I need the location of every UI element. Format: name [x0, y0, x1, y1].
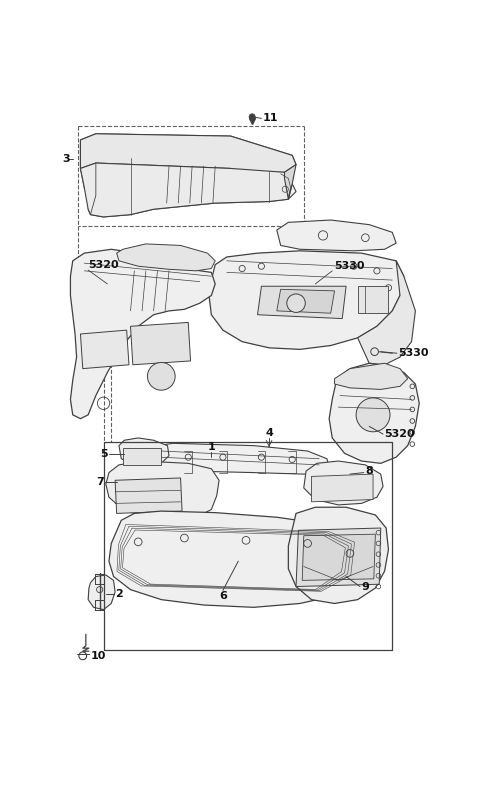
Text: 4: 4 — [265, 427, 273, 437]
Polygon shape — [131, 322, 191, 364]
Polygon shape — [329, 363, 419, 464]
Text: 8: 8 — [365, 466, 373, 476]
Polygon shape — [81, 133, 296, 217]
Text: 11: 11 — [263, 114, 278, 123]
Polygon shape — [285, 164, 296, 199]
Text: 5330: 5330 — [335, 261, 365, 272]
Circle shape — [356, 398, 390, 432]
Polygon shape — [71, 249, 215, 418]
Polygon shape — [277, 220, 396, 251]
Polygon shape — [81, 133, 296, 172]
Text: 6: 6 — [219, 591, 227, 601]
Polygon shape — [88, 575, 115, 610]
Polygon shape — [304, 461, 383, 505]
Polygon shape — [335, 363, 408, 389]
Polygon shape — [277, 289, 335, 313]
Polygon shape — [109, 511, 369, 607]
Polygon shape — [288, 507, 388, 603]
Polygon shape — [81, 330, 129, 368]
Bar — [358, 287, 388, 313]
Polygon shape — [146, 443, 329, 474]
Text: 2: 2 — [115, 589, 123, 599]
Polygon shape — [115, 478, 182, 514]
Text: 3: 3 — [63, 154, 71, 164]
Polygon shape — [106, 461, 219, 520]
Polygon shape — [117, 244, 215, 271]
Bar — [123, 448, 161, 464]
Polygon shape — [209, 251, 404, 349]
Polygon shape — [358, 261, 415, 364]
Circle shape — [249, 114, 255, 120]
Polygon shape — [296, 528, 381, 587]
Text: 5320: 5320 — [384, 429, 415, 439]
Polygon shape — [119, 438, 169, 466]
Polygon shape — [302, 534, 375, 580]
Text: 5320: 5320 — [88, 260, 119, 270]
Text: 10: 10 — [90, 651, 106, 661]
Polygon shape — [258, 287, 346, 318]
Polygon shape — [312, 474, 373, 502]
Text: 5330: 5330 — [398, 349, 429, 358]
Text: 7: 7 — [96, 477, 104, 487]
Text: 9: 9 — [361, 581, 370, 592]
Text: 1: 1 — [207, 442, 215, 452]
Polygon shape — [81, 163, 292, 217]
Circle shape — [147, 363, 175, 390]
Circle shape — [287, 294, 305, 312]
Text: 5: 5 — [100, 449, 108, 459]
